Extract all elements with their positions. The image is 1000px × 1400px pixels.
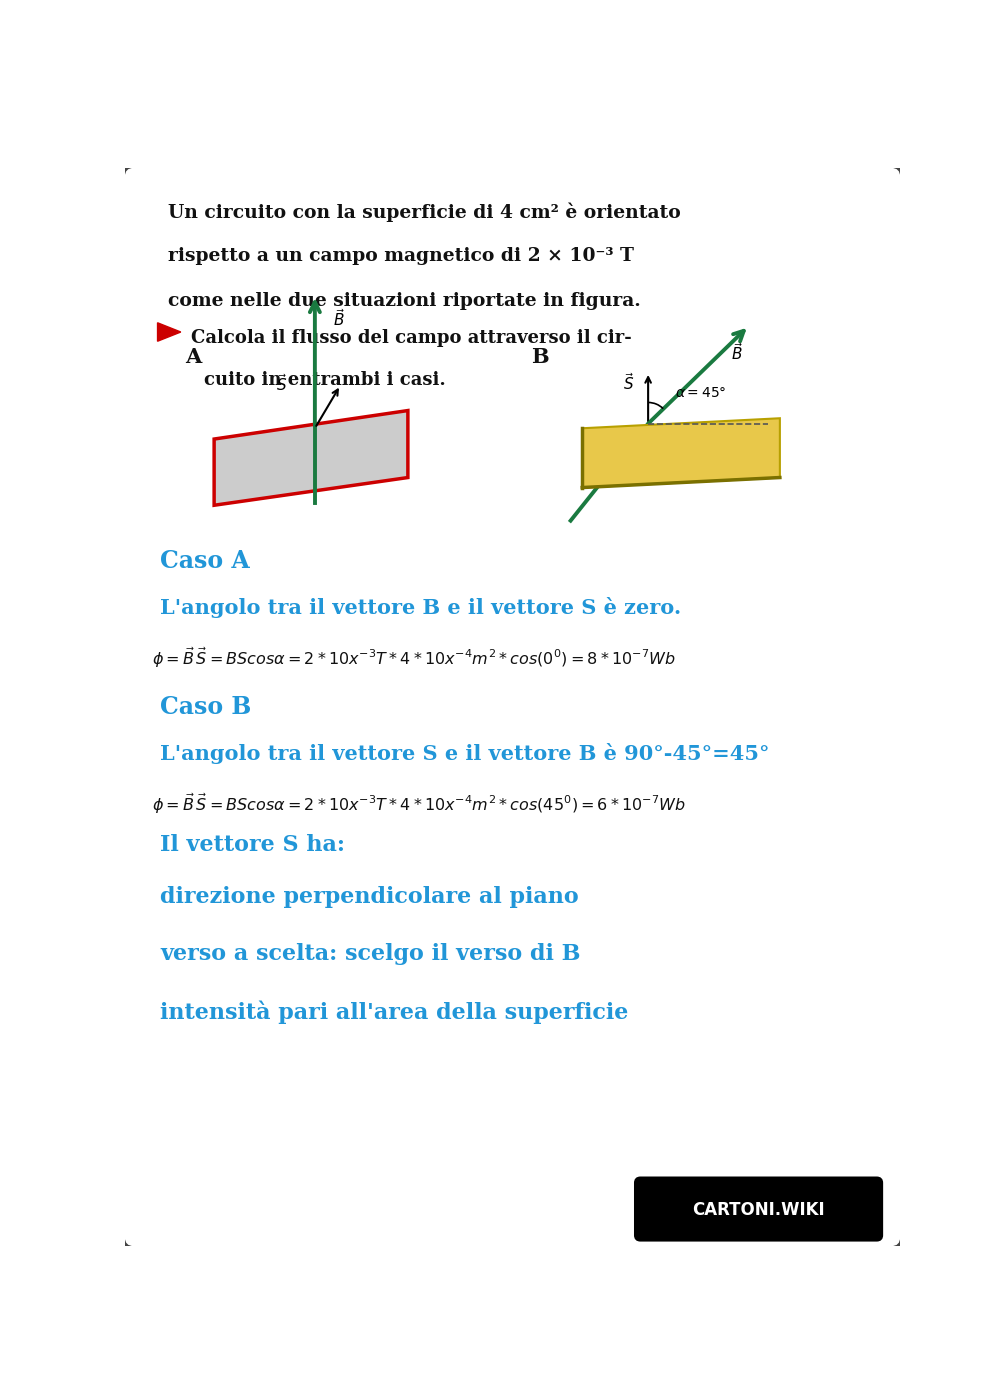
Text: A: A <box>185 347 201 367</box>
Text: verso a scelta: scelgo il verso di B: verso a scelta: scelgo il verso di B <box>160 944 580 966</box>
Text: CARTONI.WIKI: CARTONI.WIKI <box>692 1201 824 1219</box>
Text: Un circuito con la superficie di 4 cm² è orientato: Un circuito con la superficie di 4 cm² è… <box>168 203 680 223</box>
Text: intensità pari all'area della superficie: intensità pari all'area della superficie <box>160 1001 628 1023</box>
Polygon shape <box>214 410 408 505</box>
Text: come nelle due situazioni riportate in figura.: come nelle due situazioni riportate in f… <box>168 293 640 309</box>
Text: direzione perpendicolare al piano: direzione perpendicolare al piano <box>160 886 579 909</box>
Text: $\vec{S}$: $\vec{S}$ <box>623 372 634 393</box>
Text: $\phi = \vec{B}\,\vec{S} = BScos\alpha = 2 * 10x^{-3}T * 4 * 10x^{-4}m^2 * cos(0: $\phi = \vec{B}\,\vec{S} = BScos\alpha =… <box>152 645 676 669</box>
Text: $\phi = \vec{B}\,\vec{S} = BScos\alpha = 2 * 10x^{-3}T * 4 * 10x^{-4}m^2 * cos(4: $\phi = \vec{B}\,\vec{S} = BScos\alpha =… <box>152 792 686 816</box>
Text: Caso B: Caso B <box>160 696 251 720</box>
Text: L'angolo tra il vettore S e il vettore B è 90°-45°=45°: L'angolo tra il vettore S e il vettore B… <box>160 743 769 764</box>
FancyBboxPatch shape <box>636 1179 881 1240</box>
Text: L'angolo tra il vettore B e il vettore S è zero.: L'angolo tra il vettore B e il vettore S… <box>160 596 681 617</box>
Text: $\alpha = 45°$: $\alpha = 45°$ <box>675 386 727 400</box>
Text: B: B <box>531 347 548 367</box>
FancyBboxPatch shape <box>123 165 902 1249</box>
Text: $\vec{B}$: $\vec{B}$ <box>731 343 743 364</box>
Text: cuito in entrambi i casi.: cuito in entrambi i casi. <box>204 371 446 389</box>
Text: $\vec{B}$: $\vec{B}$ <box>333 308 345 329</box>
Polygon shape <box>158 323 181 342</box>
Text: rispetto a un campo magnetico di 2 × 10⁻³ T: rispetto a un campo magnetico di 2 × 10⁻… <box>168 248 634 266</box>
Text: $\vec{S}$: $\vec{S}$ <box>276 374 287 395</box>
Text: Il vettore S ha:: Il vettore S ha: <box>160 834 345 855</box>
Text: Calcola il flusso del campo attraverso il cir-: Calcola il flusso del campo attraverso i… <box>191 329 632 347</box>
Polygon shape <box>582 419 780 487</box>
Text: Caso A: Caso A <box>160 549 250 573</box>
